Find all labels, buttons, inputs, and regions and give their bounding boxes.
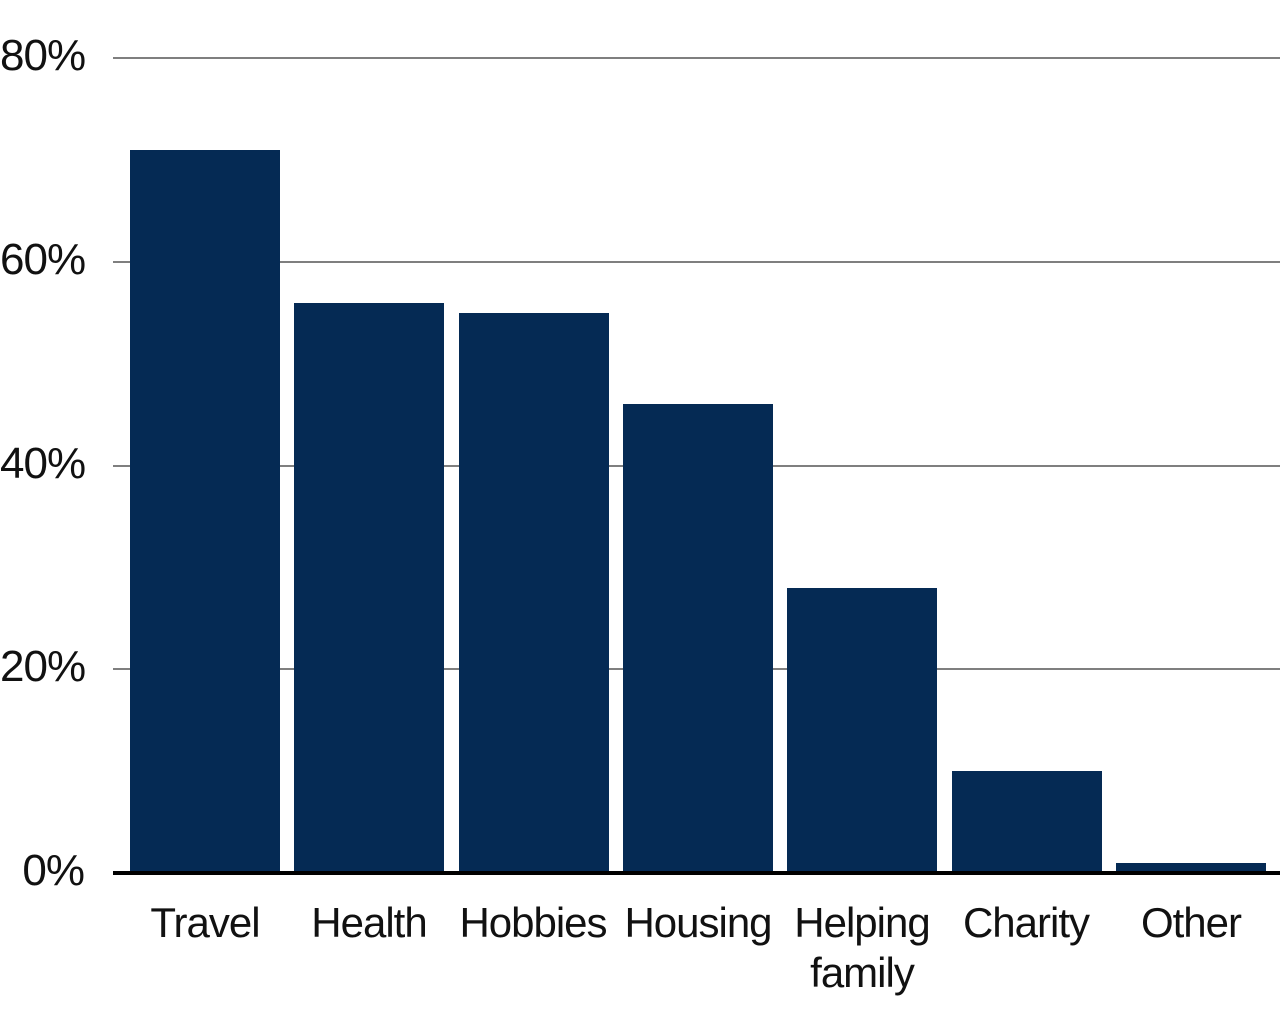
bar-housing xyxy=(623,404,773,873)
y-tick-label-60: 60% xyxy=(0,234,86,284)
bar-helping-family xyxy=(787,588,937,873)
gridline-60 xyxy=(113,260,1280,263)
bar-travel xyxy=(130,150,280,873)
y-tick-label-40: 40% xyxy=(0,438,86,488)
y-tick-label-80: 80% xyxy=(0,31,86,80)
x-tick-label-hobbies: Hobbies xyxy=(459,899,607,946)
bar-other xyxy=(1116,863,1266,873)
x-tick-label-other: Other xyxy=(1140,899,1242,946)
bar-hobbies xyxy=(459,313,609,873)
x-tick-label-charity: Charity xyxy=(962,899,1090,946)
bar-charity xyxy=(952,771,1102,873)
x-tick-label-helping-family: Helping family xyxy=(794,899,930,996)
bar-health xyxy=(294,303,444,874)
x-tick-label-housing: Housing xyxy=(624,899,772,946)
y-tick-label-0: 0% xyxy=(22,846,85,895)
x-axis-line xyxy=(113,871,1280,875)
x-tick-label-travel: Travel xyxy=(150,899,260,946)
y-tick-label-20: 20% xyxy=(0,642,86,692)
x-tick-label-health: Health xyxy=(311,899,427,946)
gridline-80 xyxy=(113,57,1280,59)
